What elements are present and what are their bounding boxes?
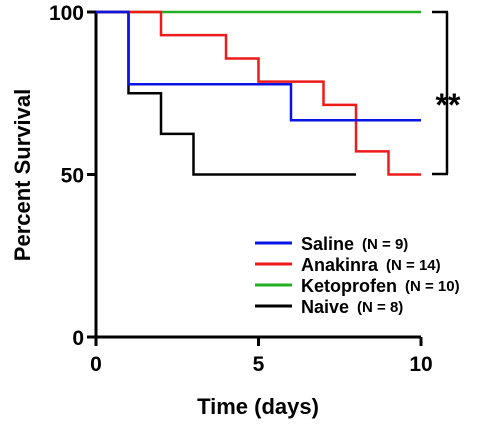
legend-n-anakinra: (N = 14)	[386, 257, 441, 274]
x-tick-label: 0	[90, 353, 102, 376]
legend-n-naive: (N = 8)	[357, 299, 403, 316]
ticks: 0 50 100 0 5 10	[49, 2, 433, 376]
x-axis-title: Time (days)	[197, 394, 319, 419]
legend: Saline (N = 9) Anakinra (N = 14) Ketoprofen (…	[255, 234, 460, 317]
legend-n-saline: (N = 9)	[362, 236, 408, 253]
y-tick-label: 50	[61, 165, 84, 188]
x-tick-label: 10	[409, 353, 432, 376]
y-tick-label: 0	[72, 327, 84, 350]
legend-label-anakinra: Anakinra	[301, 255, 379, 275]
y-tick-label: 100	[49, 2, 84, 25]
axes: Percent Survival Time (days)	[10, 12, 421, 419]
series-line-saline	[96, 10, 421, 122]
legend-label-naive: Naive	[301, 297, 349, 317]
series-line-anakinra	[96, 10, 421, 176]
x-tick-label: 5	[253, 353, 265, 376]
legend-label-ketoprofen: Ketoprofen	[301, 276, 397, 296]
y-axis-title: Percent Survival	[10, 89, 35, 261]
significance-bracket: **	[432, 10, 461, 176]
significance-label: **	[436, 87, 461, 123]
series-group	[96, 10, 421, 176]
legend-n-ketoprofen: (N = 10)	[405, 278, 460, 295]
legend-label-saline: Saline	[301, 234, 354, 254]
